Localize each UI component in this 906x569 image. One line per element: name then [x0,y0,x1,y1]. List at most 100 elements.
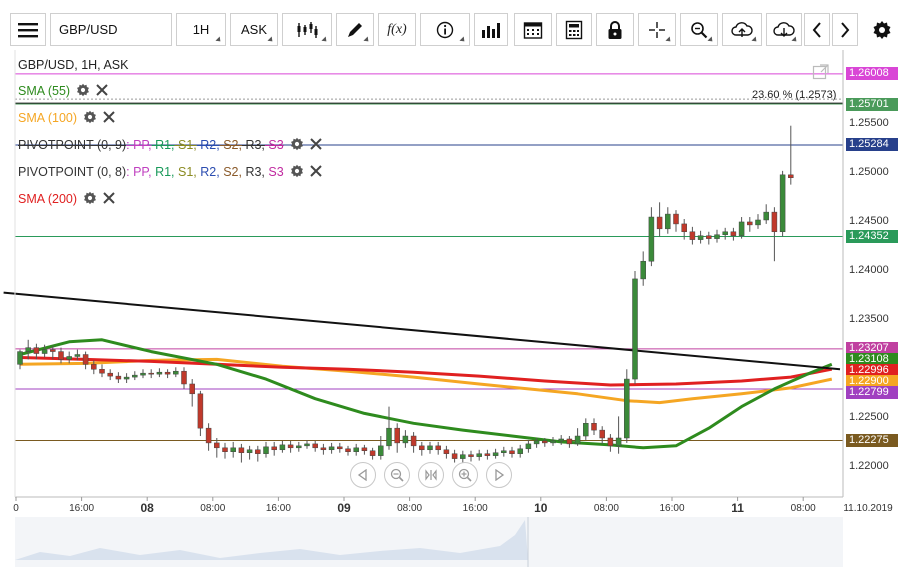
legend-pivot-part: R3, [241,137,265,152]
legend-settings-icon[interactable] [83,191,97,208]
legend-label: SMA (200) [18,191,78,206]
legend-settings-icon[interactable] [76,83,90,100]
candle [164,371,171,375]
candle [615,437,622,447]
price-level-label: 1.23207 [846,342,898,356]
symbol-label: GBP/USD [59,22,118,37]
settings-button[interactable] [866,13,898,46]
nav-next-button[interactable] [486,462,512,488]
price-level-label: 1.25701 [846,97,898,111]
date-stamp: 11.10.2019 [843,503,893,514]
price-side-selector[interactable]: ASK [230,13,278,46]
zoom-out-button[interactable] [384,462,410,488]
scroll-left-button[interactable] [804,13,830,46]
candle [484,453,491,456]
info-button[interactable] [420,13,470,46]
legend-pivot-part: S3 [264,137,284,152]
legend-close-icon[interactable] [309,165,322,180]
legend-item[interactable]: PIVOTPOINT (0, 9): PP, R1, S1, R2, S2, R… [18,137,322,154]
legend-close-icon[interactable] [103,192,115,207]
legend-close-icon[interactable] [103,111,115,126]
candle [730,231,737,236]
candle [501,450,507,453]
menu-button[interactable] [10,13,46,46]
triangle-left-icon [357,469,367,481]
candle [624,378,630,439]
candle [132,374,138,378]
legend-pivot-part: S3 [264,164,284,179]
cloud-upload-icon [731,21,753,37]
crosshair-button[interactable] [638,13,676,46]
candle [378,445,384,456]
x-tick-label: 16:00 [69,503,95,514]
y-tick-label: 1.25500 [849,116,889,129]
calendar-button[interactable] [514,13,552,46]
legend-pivot-part: R3, [241,164,265,179]
draw-button[interactable] [336,13,374,46]
legend-close-icon[interactable] [309,138,322,153]
zoom-in-button[interactable] [452,462,478,488]
crosshair-icon [649,21,665,38]
y-tick-label: 1.22000 [849,460,889,473]
legend-settings-icon[interactable] [290,137,304,154]
legend-pivot-part: : PP, [126,137,152,152]
toolbar: GBP/USD 1H ASK f(x) [0,0,906,51]
candle [82,354,89,365]
legend-settings-icon[interactable] [290,164,304,181]
fib-label: 23.60 % (1.2573) [752,89,837,101]
candle [451,453,458,459]
candle [788,174,794,179]
candle [558,438,564,442]
menu-icon [18,22,38,37]
legend-item[interactable]: SMA (55) [18,83,108,100]
legend-item[interactable]: SMA (100) [18,110,115,127]
x-tick-label: 16:00 [659,503,685,514]
volume-button[interactable] [474,13,508,46]
price-chart[interactable] [0,50,906,569]
x-tick-label: 08:00 [790,503,816,514]
nav-prev-button[interactable] [350,462,376,488]
candle [542,440,548,444]
legend-close-icon[interactable] [96,84,108,99]
candle [99,368,105,374]
lock-button[interactable] [596,13,634,46]
triangle-right-icon [495,469,505,481]
price-level-label: 1.26008 [846,67,898,81]
trendline [3,291,841,371]
candle [230,447,236,452]
indicators-button[interactable]: f(x) [378,13,416,46]
symbol-selector[interactable]: GBP/USD [50,13,172,46]
expand-icon[interactable] [812,63,830,81]
chart-type-button[interactable] [282,13,332,46]
candle [17,351,23,365]
bars-icon [482,22,500,38]
candle [312,443,318,449]
candle [140,372,146,376]
candle [779,174,786,233]
candle [156,371,163,375]
legend-item[interactable]: PIVOTPOINT (0, 8): PP, R1, S1, R2, S2, R… [18,164,322,181]
candle [714,234,720,239]
upload-button[interactable] [722,13,762,46]
price-level-label: 1.22275 [846,433,898,447]
candle [197,393,204,429]
calculator-button[interactable] [556,13,592,46]
legend-settings-icon[interactable] [83,110,97,127]
timeframe-selector[interactable]: 1H [176,13,226,46]
candle [123,376,130,380]
legend-pivot-part: R2, [196,137,220,152]
candle [771,211,778,233]
zoom-button[interactable] [680,13,718,46]
scroll-right-button[interactable] [832,13,858,46]
download-button[interactable] [766,13,802,46]
y-tick-label: 1.25000 [849,165,889,178]
candle [394,427,400,444]
candle [460,454,466,459]
arrow-left-icon [812,21,821,38]
legend-item[interactable]: SMA (200) [18,191,115,208]
candle [205,427,212,444]
candle [304,443,310,447]
reset-zoom-button[interactable] [418,462,444,488]
candle [345,448,351,452]
sma200-line [19,356,833,387]
